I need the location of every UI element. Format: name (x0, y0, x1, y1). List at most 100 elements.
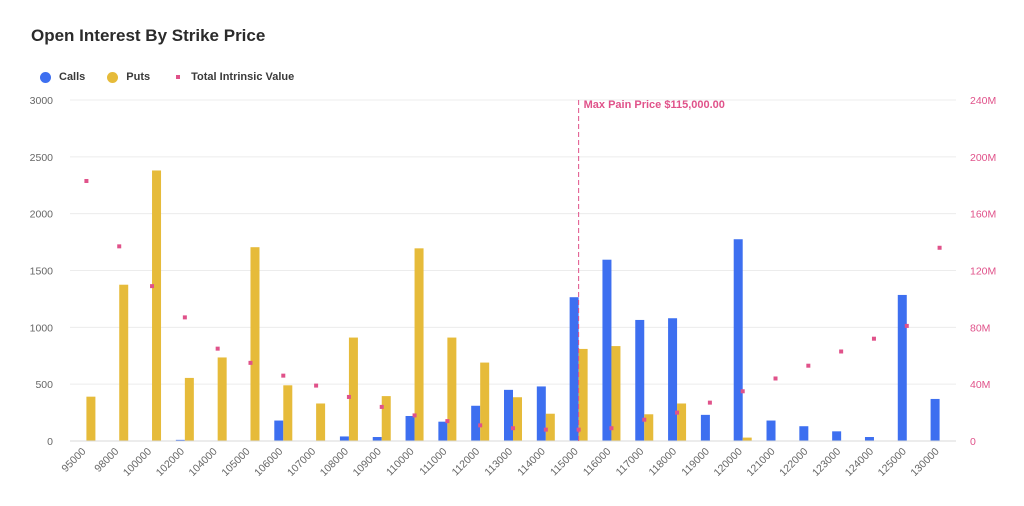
intrinsic-value-swatch (176, 75, 181, 79)
x-tick-label: 119000 (679, 446, 712, 479)
x-tick-label: 105000 (219, 446, 252, 479)
intrinsic-value-point (182, 315, 187, 320)
bar-calls (799, 426, 809, 441)
x-tick-label: 125000 (876, 446, 909, 479)
bar-puts (152, 170, 162, 441)
x-tick-label: 110000 (384, 446, 417, 479)
puts-swatch (107, 71, 119, 83)
bar-puts (578, 348, 588, 441)
bar-calls (766, 420, 776, 441)
max-pain-label: Max Pain Price $115,000.00 (584, 99, 725, 111)
legend-label-calls: Calls (59, 71, 86, 83)
y-left-tick-label: 1000 (30, 322, 54, 334)
bar-puts (742, 437, 752, 441)
bar-puts (316, 403, 326, 441)
bar-calls (175, 439, 185, 441)
calls-swatch (40, 71, 51, 83)
bar-puts (184, 377, 194, 441)
bar-calls (864, 437, 874, 441)
intrinsic-value-point (150, 284, 155, 289)
intrinsic-value-point (314, 383, 319, 388)
bar-puts (250, 247, 260, 441)
x-tick-label: 106000 (252, 446, 285, 479)
x-tick-label: 111000 (417, 446, 449, 478)
intrinsic-value-point (478, 423, 483, 428)
intrinsic-value-point (346, 394, 351, 399)
x-tick-label: 113000 (482, 446, 515, 479)
bar-puts (611, 346, 621, 441)
x-tick-label: 118000 (646, 446, 679, 479)
y-left-tick-label: 2000 (30, 209, 54, 221)
x-tick-label: 116000 (581, 446, 614, 479)
intrinsic-value-point (609, 426, 614, 431)
x-tick-label: 102000 (154, 446, 187, 479)
x-tick-label: 130000 (908, 446, 941, 479)
bar-puts (644, 414, 654, 441)
bar-puts (86, 396, 96, 441)
intrinsic-value-point (379, 404, 384, 409)
bar-puts (414, 248, 424, 441)
intrinsic-value-point (543, 427, 548, 432)
intrinsic-value-point (84, 178, 89, 183)
bar-calls (700, 414, 710, 441)
bar-puts (217, 357, 227, 441)
intrinsic-value-point (281, 373, 286, 378)
bar-puts (381, 396, 391, 441)
bar-calls (569, 297, 579, 441)
bar-puts (677, 403, 687, 441)
x-tick-label: 109000 (351, 446, 384, 479)
bar-puts (447, 337, 457, 441)
y-left-tick-label: 500 (35, 379, 53, 391)
y-right-tick-label: 200M (970, 152, 996, 164)
intrinsic-value-point (117, 244, 122, 249)
intrinsic-value-point (642, 417, 647, 422)
bar-calls (438, 421, 448, 441)
y-right-tick-label: 160M (970, 209, 996, 221)
intrinsic-value-point (511, 426, 515, 431)
x-tick-label: 115000 (548, 446, 581, 479)
intrinsic-value-point (675, 410, 680, 415)
bar-puts (480, 362, 490, 441)
bar-puts (119, 284, 129, 441)
bar-calls (471, 405, 481, 441)
bar-calls (832, 431, 842, 441)
x-tick-label: 117000 (614, 446, 647, 479)
bar-calls (668, 318, 678, 441)
bar-calls (602, 259, 612, 441)
bar-calls (372, 437, 382, 441)
intrinsic-value-point (773, 376, 778, 381)
y-left-tick-label: 3000 (30, 95, 54, 107)
x-tick-label: 104000 (187, 446, 220, 479)
y-right-tick-label: 40M (970, 379, 990, 391)
y-right-tick-label: 80M (970, 322, 990, 334)
x-tick-label: 98000 (92, 446, 121, 475)
x-tick-label: 100000 (121, 446, 154, 479)
x-tick-label: 107000 (285, 446, 318, 479)
x-tick-label: 112000 (450, 446, 483, 479)
legend-label-intrinsic-value: Total Intrinsic Value (191, 71, 295, 83)
bar-puts (283, 385, 293, 441)
x-tick-label: 120000 (712, 446, 745, 479)
bar-calls (274, 420, 284, 441)
bar-calls (536, 386, 546, 441)
intrinsic-value-point (839, 349, 844, 354)
legend-label-puts: Puts (126, 71, 151, 83)
y-left-tick-label: 2500 (30, 152, 54, 164)
bar-calls (504, 389, 513, 441)
legend-item-intrinsic-value[interactable]: Total Intrinsic Value (172, 71, 294, 83)
intrinsic-value-point (576, 427, 581, 432)
bar-calls (733, 239, 743, 441)
x-tick-label: 123000 (810, 446, 843, 479)
intrinsic-value-point (937, 245, 942, 250)
bar-calls (930, 398, 940, 441)
bar-calls (635, 319, 645, 441)
legend-item-puts[interactable]: Puts (107, 71, 150, 83)
y-right-tick-label: 120M (970, 266, 996, 278)
y-right-tick-label: 0 (970, 436, 976, 448)
legend-item-calls[interactable]: Calls (40, 71, 85, 83)
x-tick-label: 124000 (843, 446, 876, 479)
intrinsic-value-point (215, 346, 220, 351)
bar-calls (897, 294, 907, 441)
bar-puts (545, 413, 555, 441)
